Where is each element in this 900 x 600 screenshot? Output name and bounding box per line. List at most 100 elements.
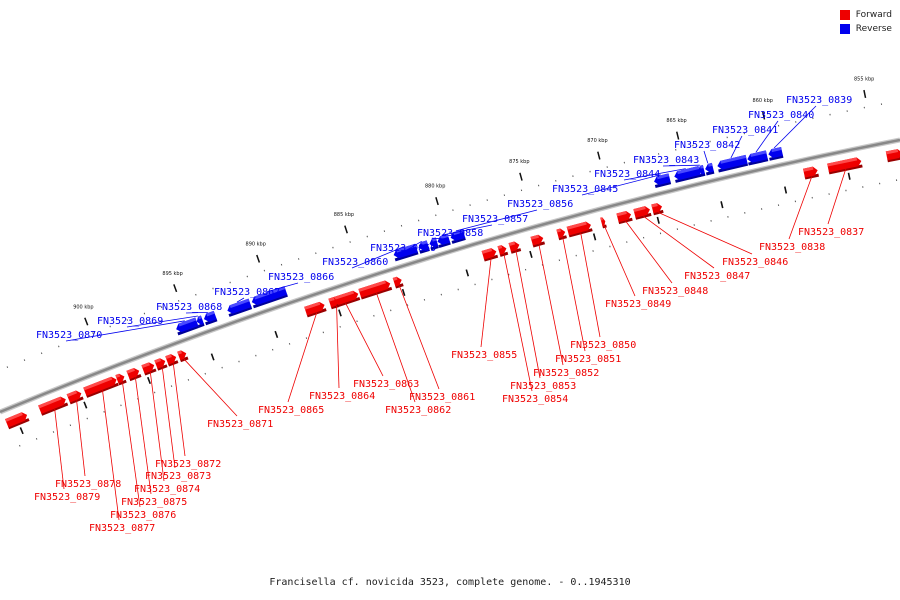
gene-label[interactable]: FN3523_0867 — [214, 287, 280, 298]
legend-forward: Forward — [839, 8, 892, 22]
gene-FN3523_0844[interactable] — [673, 166, 702, 183]
gene-FN3523_0876[interactable] — [115, 372, 127, 386]
gene-FN3523_0861[interactable] — [392, 276, 404, 289]
gene-label[interactable]: FN3523_0854 — [502, 394, 568, 405]
gene-label[interactable]: FN3523_0864 — [309, 391, 375, 402]
gene-FN3523_0855[interactable] — [481, 247, 499, 262]
gene-FN3523_0848[interactable] — [616, 210, 633, 225]
gene-label[interactable]: FN3523_0871 — [207, 419, 273, 430]
gene-label[interactable]: FN3523_0863 — [353, 379, 419, 390]
gene-label[interactable]: FN3523_0870 — [36, 330, 102, 341]
gene-label[interactable]: FN3523_0845 — [552, 184, 618, 195]
leader-line — [54, 409, 65, 490]
gene-FN3523_0851[interactable] — [556, 228, 567, 241]
gene-label[interactable]: FN3523_0868 — [156, 302, 222, 313]
gene-label[interactable]: FN3523_0852 — [533, 368, 599, 379]
gene-label[interactable]: FN3523_0837 — [798, 227, 864, 238]
major-tick — [519, 172, 523, 181]
gene-label[interactable]: FN3523_0858 — [417, 228, 483, 239]
gene-label[interactable]: FN3523_0875 — [121, 497, 187, 508]
gene-FN3523_0841[interactable] — [716, 154, 749, 173]
gene-FN3523_0849[interactable] — [600, 217, 607, 229]
gene-label[interactable]: FN3523_0859 — [370, 243, 436, 254]
gene-label[interactable]: FN3523_0872 — [155, 459, 221, 470]
gene-FN3523_0874[interactable] — [141, 361, 157, 376]
gene-label[interactable]: FN3523_0861 — [409, 392, 475, 403]
gene-label[interactable]: FN3523_0878 — [55, 479, 121, 490]
gene-label[interactable]: FN3523_0879 — [34, 492, 100, 503]
gene-FN3523_0847[interactable] — [633, 205, 652, 220]
gene-label[interactable]: FN3523_0843 — [633, 155, 699, 166]
gene-FN3523_0872[interactable] — [165, 353, 179, 367]
gene-FN3523_0871[interactable] — [177, 349, 189, 363]
gene-FN3523_0873[interactable] — [154, 357, 168, 371]
gene-label[interactable]: FN3523_0846 — [722, 257, 788, 268]
gene-FN3523_0840[interactable] — [746, 150, 769, 166]
gene-FN3523_0859[interactable] — [417, 240, 430, 254]
lane-dash — [338, 309, 342, 317]
gene-label[interactable]: FN3523_0876 — [110, 510, 176, 521]
gene-label[interactable]: FN3523_0873 — [145, 471, 211, 482]
gene-label[interactable]: FN3523_0860 — [322, 257, 388, 268]
gene-edge-right[interactable] — [885, 148, 900, 163]
gene-label[interactable]: FN3523_0839 — [786, 95, 852, 106]
leader-line — [126, 315, 198, 328]
gene-highlight — [66, 390, 78, 397]
leader-line — [515, 250, 541, 379]
gene-FN3523_0867[interactable] — [226, 298, 253, 317]
gene-label[interactable]: FN3523_0874 — [134, 484, 200, 495]
gene-label[interactable]: FN3523_0841 — [712, 125, 778, 136]
gene-highlight — [165, 354, 172, 360]
gene-FN3523_0846[interactable] — [651, 202, 664, 216]
gene-FN3523_0856[interactable] — [449, 229, 466, 244]
gene-label[interactable]: FN3523_0847 — [684, 271, 750, 282]
gene-label[interactable]: FN3523_0857 — [462, 214, 528, 225]
gene-label[interactable]: FN3523_0856 — [507, 199, 573, 210]
gene-FN3523_0868[interactable] — [202, 310, 218, 326]
gene-label[interactable]: FN3523_0853 — [510, 381, 576, 392]
gene-FN3523_0853[interactable] — [508, 240, 522, 254]
gene-FN3523_0879[interactable] — [38, 395, 69, 416]
leader-line — [122, 382, 141, 508]
gene-label[interactable]: FN3523_0855 — [451, 350, 517, 361]
leader-line — [399, 285, 440, 390]
lane-dash — [401, 288, 406, 297]
gene-FN3523_0865[interactable] — [304, 301, 327, 318]
gene-FN3523_0866[interactable] — [250, 286, 288, 309]
lane-dash — [147, 376, 151, 385]
gene-FN3523_0850[interactable] — [566, 221, 593, 238]
gene-label[interactable]: FN3523_0838 — [759, 242, 825, 253]
gene-label[interactable]: FN3523_0850 — [570, 340, 636, 351]
gene-highlight — [530, 234, 540, 240]
gene-FN3523_0857[interactable] — [436, 233, 451, 248]
gene-label[interactable]: FN3523_0877 — [89, 523, 155, 534]
gene-FN3523_0878[interactable] — [66, 389, 84, 405]
gene-FN3523_0854[interactable] — [497, 244, 509, 257]
gene-FN3523_0862[interactable] — [358, 279, 393, 300]
gene-FN3523_0877[interactable] — [83, 375, 119, 398]
gene-FN3523_0852[interactable] — [530, 234, 546, 248]
gene-label[interactable]: FN3523_0862 — [385, 405, 451, 416]
gene-FN3523_0845[interactable] — [653, 173, 672, 188]
gene-FN3523_0839[interactable] — [767, 146, 784, 161]
gene-edge-left[interactable] — [5, 411, 30, 430]
minor-tick — [58, 345, 60, 348]
gene-FN3523_0869[interactable] — [195, 315, 205, 328]
gene-FN3523_0870[interactable] — [175, 317, 200, 336]
leader-line — [183, 359, 238, 417]
gene-label[interactable]: FN3523_0851 — [555, 354, 621, 365]
major-tick — [675, 131, 680, 140]
gene-label[interactable]: FN3523_0865 — [258, 405, 324, 416]
gene-body — [38, 396, 66, 414]
gene-FN3523_0838[interactable] — [803, 166, 820, 180]
gene-FN3523_0875[interactable] — [126, 367, 142, 382]
gene-label[interactable]: FN3523_0848 — [642, 286, 708, 297]
gene-label[interactable]: FN3523_0844 — [594, 169, 660, 180]
gene-label[interactable]: FN3523_0842 — [674, 140, 740, 151]
gene-label[interactable]: FN3523_0840 — [748, 110, 814, 121]
gene-label[interactable]: FN3523_0849 — [605, 299, 671, 310]
gene-FN3523_0842[interactable] — [704, 162, 715, 176]
gene-label[interactable]: FN3523_0866 — [268, 272, 334, 283]
leader-line — [441, 224, 493, 236]
gene-label[interactable]: FN3523_0869 — [97, 316, 163, 327]
